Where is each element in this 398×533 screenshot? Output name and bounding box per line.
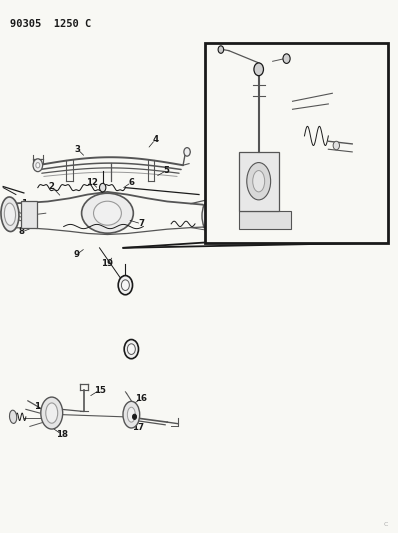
Ellipse shape [1,197,19,231]
Circle shape [133,414,137,419]
Circle shape [333,141,339,150]
Text: 12: 12 [86,178,98,187]
Circle shape [218,46,224,53]
Text: 13: 13 [295,167,306,176]
Bar [239,211,291,229]
Text: 18: 18 [56,430,68,439]
Ellipse shape [123,401,140,428]
Circle shape [283,54,290,63]
Text: 90305  1250 C: 90305 1250 C [10,19,91,29]
Circle shape [33,159,43,172]
Text: 12: 12 [273,146,285,155]
Text: C: C [384,522,388,527]
Bar [21,201,37,228]
Circle shape [254,63,263,76]
Text: 3: 3 [74,145,81,154]
Ellipse shape [10,410,17,423]
Ellipse shape [46,403,58,423]
Text: 19: 19 [101,260,113,268]
Text: 4: 4 [152,135,158,144]
Ellipse shape [127,407,135,422]
Text: 9: 9 [210,214,216,223]
Circle shape [127,344,135,354]
Ellipse shape [253,171,265,192]
Text: 16: 16 [135,394,147,403]
Text: 6: 6 [128,178,135,187]
Text: 7: 7 [138,220,144,228]
Text: 15: 15 [94,386,105,394]
Text: 1: 1 [21,199,27,208]
Text: 2: 2 [49,182,55,191]
Text: 14: 14 [296,194,308,203]
Circle shape [184,148,190,156]
Ellipse shape [247,163,271,200]
Text: 8: 8 [19,228,25,236]
Text: 10: 10 [121,279,133,288]
Circle shape [124,340,139,359]
Bar [239,152,279,211]
Ellipse shape [82,193,133,233]
Circle shape [118,276,133,295]
Circle shape [121,280,129,290]
Ellipse shape [4,203,16,225]
Circle shape [36,163,40,168]
Text: 9: 9 [73,251,80,259]
Text: 11: 11 [212,150,224,159]
Ellipse shape [202,201,216,231]
Circle shape [100,183,106,192]
Text: 5: 5 [164,166,169,175]
Text: 17: 17 [133,423,144,432]
Bar [205,43,388,243]
Ellipse shape [41,397,63,429]
Ellipse shape [94,201,121,225]
Text: 1: 1 [33,402,40,410]
